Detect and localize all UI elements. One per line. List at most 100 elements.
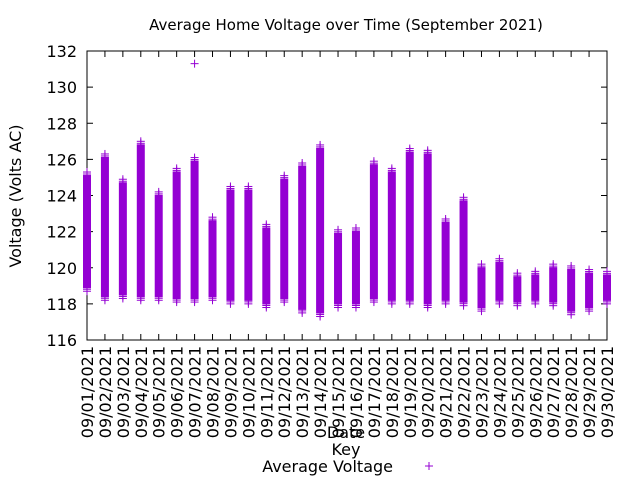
y-axis: 116 118 120 122 124 126 128 130 132	[46, 42, 607, 350]
data-point	[423, 148, 432, 157]
data-point	[495, 297, 504, 306]
data-point	[154, 294, 163, 303]
day-range-bar	[549, 267, 558, 303]
data-marks	[83, 59, 611, 321]
data-point	[459, 195, 468, 204]
data-point	[208, 215, 217, 224]
data-point	[351, 301, 360, 310]
data-point	[495, 256, 504, 265]
y-tick-label: 126	[46, 150, 77, 169]
day-range-bar	[423, 153, 432, 305]
x-tick-label: 09/10/2021	[239, 346, 258, 438]
x-tick-label: 09/07/2021	[186, 346, 205, 438]
data-point	[262, 222, 271, 231]
day-range-bar	[477, 267, 486, 309]
data-point	[567, 263, 576, 272]
x-tick-label: 09/17/2021	[365, 346, 384, 438]
day-range-bar	[244, 189, 253, 301]
data-point	[405, 146, 414, 155]
legend: Key Average Voltage	[262, 440, 433, 476]
data-point	[477, 262, 486, 271]
day-range-bar	[262, 227, 271, 305]
data-point	[244, 184, 253, 193]
data-point	[531, 269, 540, 278]
data-point	[280, 296, 289, 305]
data-point	[369, 296, 378, 305]
x-tick-label: 09/05/2021	[150, 346, 169, 438]
x-tick-label: 09/20/2021	[419, 346, 438, 438]
y-tick-label: 130	[46, 78, 77, 97]
y-tick-label: 120	[46, 259, 77, 278]
data-point	[441, 297, 450, 306]
x-tick-label: 09/14/2021	[311, 346, 330, 438]
data-point	[118, 177, 127, 186]
day-range-bar	[513, 276, 522, 303]
day-range-bar	[459, 200, 468, 303]
x-axis-label: Date	[327, 423, 365, 442]
x-tick-label: 09/29/2021	[580, 346, 599, 438]
x-tick-label: 09/06/2021	[168, 346, 187, 438]
x-tick-label: 09/04/2021	[132, 346, 151, 438]
day-range-bar	[387, 171, 396, 301]
data-point	[334, 227, 343, 236]
data-point	[603, 269, 611, 278]
data-point	[603, 297, 611, 306]
day-range-bar	[208, 220, 217, 298]
data-point	[83, 170, 91, 179]
data-point	[369, 159, 378, 168]
data-point	[531, 297, 540, 306]
day-range-bar	[495, 261, 504, 301]
x-tick-label: 09/09/2021	[221, 346, 240, 438]
x-tick-label: 09/03/2021	[114, 346, 133, 438]
data-point	[226, 184, 235, 193]
data-point	[441, 216, 450, 225]
day-range-bar	[531, 274, 540, 301]
data-point	[351, 226, 360, 235]
day-range-bar	[441, 221, 450, 301]
legend-marker	[425, 462, 433, 470]
x-tick-label: 09/28/2021	[562, 346, 581, 438]
data-point	[154, 189, 163, 198]
data-point	[190, 296, 199, 305]
data-point	[226, 297, 235, 306]
data-point-outlier	[190, 59, 199, 68]
x-tick-label: 09/19/2021	[401, 346, 420, 438]
y-tick-label: 122	[46, 223, 77, 242]
legend-entry-label: Average Voltage	[262, 457, 393, 476]
data-point	[298, 306, 307, 315]
legend-title: Key	[331, 440, 360, 459]
day-range-bar	[154, 194, 163, 298]
data-point	[136, 294, 145, 303]
day-range-bar	[405, 151, 414, 301]
data-point	[316, 310, 325, 319]
data-point	[387, 297, 396, 306]
day-range-bar	[298, 165, 307, 310]
x-tick-label: 09/18/2021	[383, 346, 402, 438]
x-tick-label: 09/13/2021	[293, 346, 312, 438]
day-range-bar	[585, 272, 594, 309]
day-range-bar	[567, 268, 576, 312]
data-point	[190, 155, 199, 164]
x-tick-label: 09/21/2021	[437, 346, 456, 438]
data-point	[477, 305, 486, 314]
data-point	[280, 173, 289, 182]
y-tick-label: 124	[46, 187, 77, 206]
data-point	[585, 267, 594, 276]
data-point	[387, 166, 396, 175]
x-tick-label: 09/12/2021	[275, 346, 294, 438]
chart-title: Average Home Voltage over Time (Septembe…	[149, 16, 543, 34]
x-tick-label: 09/23/2021	[472, 346, 491, 438]
x-tick-label: 09/08/2021	[204, 346, 223, 438]
y-tick-label: 118	[46, 295, 77, 314]
data-point	[549, 299, 558, 308]
day-range-bar	[100, 156, 109, 298]
data-point	[405, 297, 414, 306]
day-range-bar	[280, 178, 289, 300]
day-range-bar	[172, 171, 181, 300]
y-axis-label: Voltage (Volts AC)	[6, 124, 25, 267]
x-tick-label: 09/01/2021	[78, 346, 97, 438]
plot-frame	[86, 50, 608, 341]
x-tick-label: 09/24/2021	[490, 346, 509, 438]
data-point	[262, 301, 271, 310]
data-point	[100, 151, 109, 160]
